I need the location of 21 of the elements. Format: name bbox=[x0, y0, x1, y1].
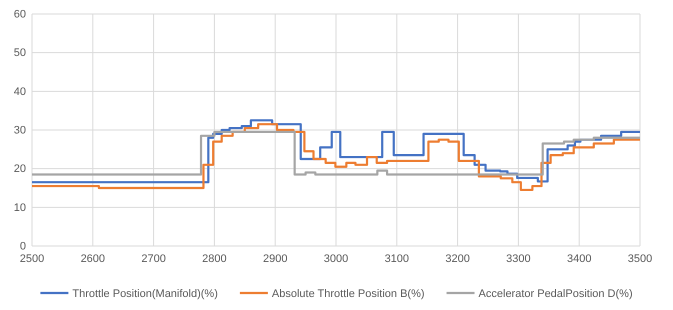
legend-label: Absolute Throttle Position B(%) bbox=[272, 288, 425, 300]
x-tick-label: 3300 bbox=[506, 252, 531, 265]
y-tick-label: 0 bbox=[20, 240, 26, 253]
x-tick-label: 2900 bbox=[262, 252, 288, 265]
x-tick-label: 3000 bbox=[324, 252, 348, 265]
x-tick-label: 3100 bbox=[384, 252, 410, 265]
y-tick-label: 30 bbox=[14, 124, 26, 137]
x-tick-label: 2800 bbox=[202, 252, 227, 265]
y-tick-label: 10 bbox=[14, 202, 26, 214]
legend-label: Throttle Position(Manifold)(%) bbox=[72, 288, 218, 300]
y-tick-label: 50 bbox=[14, 47, 26, 60]
y-tick-label: 20 bbox=[14, 163, 26, 176]
x-tick-label: 3500 bbox=[628, 252, 652, 265]
y-tick-label: 60 bbox=[14, 8, 26, 21]
x-tick-label: 3200 bbox=[445, 252, 470, 265]
legend-label: Accelerator PedalPosition D(%) bbox=[478, 288, 633, 300]
x-tick-label: 3400 bbox=[566, 252, 592, 265]
x-tick-label: 2600 bbox=[80, 252, 106, 265]
x-tick-label: 2700 bbox=[141, 252, 166, 265]
x-tick-label: 2500 bbox=[20, 252, 44, 265]
y-tick-label: 40 bbox=[14, 86, 26, 98]
